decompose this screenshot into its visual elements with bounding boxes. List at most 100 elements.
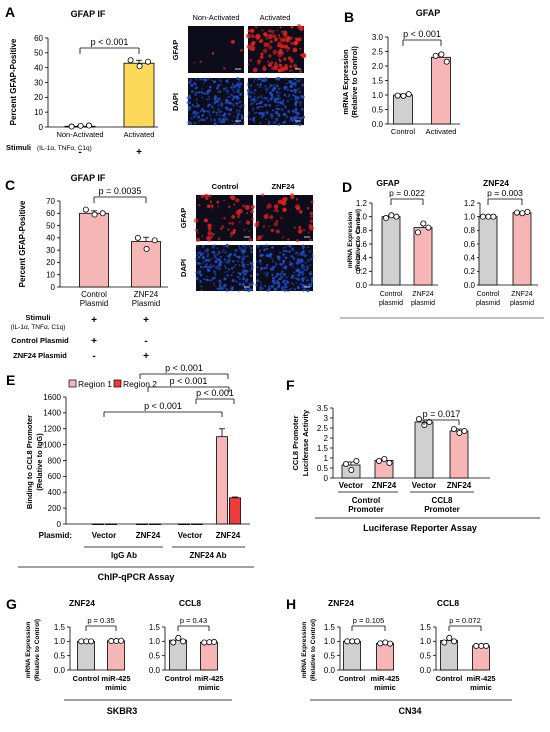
cell-signal — [254, 78, 256, 81]
cell-signal — [230, 285, 233, 288]
cell-signal — [208, 89, 212, 93]
y-tick-label: 1.2 — [356, 199, 368, 208]
cell-signal — [278, 87, 281, 90]
cell-signal — [299, 282, 302, 285]
y-tick-label: 20 — [34, 93, 43, 102]
cell-signal — [236, 115, 239, 118]
data-point — [513, 209, 520, 216]
cell-signal — [291, 256, 294, 258]
cell-signal — [289, 65, 293, 68]
cell-signal — [273, 210, 276, 212]
cell-signal — [278, 36, 281, 39]
data-point — [342, 460, 349, 467]
cell-signal — [250, 265, 254, 269]
cell-signal — [227, 82, 230, 84]
cell-signal — [256, 238, 258, 241]
y-axis-label: mRNA Expression — [301, 622, 308, 678]
y-tick-label: 3.0 — [372, 33, 384, 42]
x-tick-label: Activated — [426, 127, 457, 136]
cell-signal — [288, 70, 291, 72]
cell-signal — [243, 228, 246, 231]
bar-control-plasmid — [79, 212, 109, 288]
cell-signal — [278, 44, 283, 48]
cell-signal — [250, 102, 253, 106]
cell-signal — [217, 90, 220, 94]
y-tick-label: 0 — [57, 520, 62, 529]
data-point — [388, 212, 395, 219]
cell-signal — [293, 77, 297, 81]
cell-signal — [301, 53, 307, 59]
cell-signal — [242, 244, 246, 248]
cell-signal — [257, 96, 260, 99]
cell-signal — [255, 260, 258, 263]
cell-signal — [271, 276, 276, 280]
y-tick-label: 0.4 — [464, 253, 476, 262]
cell-signal — [284, 113, 287, 116]
cell-signal — [248, 112, 251, 115]
cell-signal — [219, 282, 222, 285]
cell-signal — [244, 204, 250, 210]
cell-signal — [259, 258, 262, 262]
p-value: p < 0.001 — [170, 376, 208, 386]
cell-signal — [233, 91, 236, 93]
cell-signal — [290, 69, 293, 72]
y-axis-label: CCL8 Promoter — [291, 415, 300, 470]
cell-signal — [244, 263, 246, 266]
y-tick-label: 2.5 — [372, 47, 384, 56]
cell-signal — [254, 25, 258, 29]
assay-label: ChIP-qPCR Assay — [98, 572, 175, 582]
cell-signal — [294, 91, 297, 94]
cell-signal — [293, 81, 297, 85]
x-tick-label: Control — [436, 674, 463, 683]
cell-signal — [287, 89, 290, 91]
cell-signal — [226, 289, 229, 292]
cell-signal — [211, 52, 215, 55]
x-tick-label: plasmid — [476, 300, 500, 307]
bar-luciferase — [449, 430, 469, 479]
cell-signal — [220, 120, 224, 124]
cell-signal — [295, 268, 299, 272]
cell-signal — [201, 107, 205, 111]
cell-signal — [246, 221, 250, 225]
cell-signal — [247, 63, 250, 66]
cell-signal — [195, 254, 198, 257]
cell-signal — [268, 225, 270, 228]
y-axis-label: Percent GFAP-Positive — [9, 38, 18, 125]
cell-signal — [199, 280, 202, 283]
cell-signal — [310, 272, 313, 275]
cell-signal — [239, 278, 241, 280]
cell-signal — [217, 258, 221, 261]
cell-signal — [200, 194, 205, 199]
x-tick-label: ZNF24 — [372, 481, 397, 490]
condition-sign: - — [78, 147, 81, 158]
cell-signal — [236, 255, 239, 258]
cell-signal — [281, 270, 284, 273]
y-tick-label: 1000 — [43, 440, 61, 449]
panel-letter: G — [6, 596, 17, 612]
x-tick-label: ZNF24 — [412, 291, 434, 298]
cell-signal — [239, 265, 241, 267]
y-tick-label: 0.0 — [324, 666, 336, 675]
cell-signal — [220, 101, 222, 103]
cell-signal — [225, 243, 229, 247]
y-tick-label: 0.0 — [356, 281, 368, 290]
cell-signal — [253, 88, 257, 92]
cell-signal — [240, 104, 243, 106]
cell-signal — [197, 231, 199, 234]
cell-signal — [268, 29, 272, 33]
cell-signal — [242, 277, 245, 281]
cell-signal — [267, 60, 270, 63]
plasmid-label: Plasmid: — [39, 531, 72, 540]
condition-label: Control Plasmid — [11, 336, 69, 345]
cell-signal — [286, 100, 289, 103]
cell-signal — [255, 99, 258, 101]
cell-signal — [237, 275, 240, 278]
cell-signal — [232, 103, 235, 106]
cell-signal — [230, 274, 233, 277]
cell-signal — [257, 59, 262, 64]
cell-signal — [267, 43, 270, 46]
y-tick-label: 40 — [34, 63, 43, 72]
cell-signal — [284, 256, 288, 260]
cell-signal — [208, 113, 211, 115]
cell-signal — [215, 111, 218, 114]
